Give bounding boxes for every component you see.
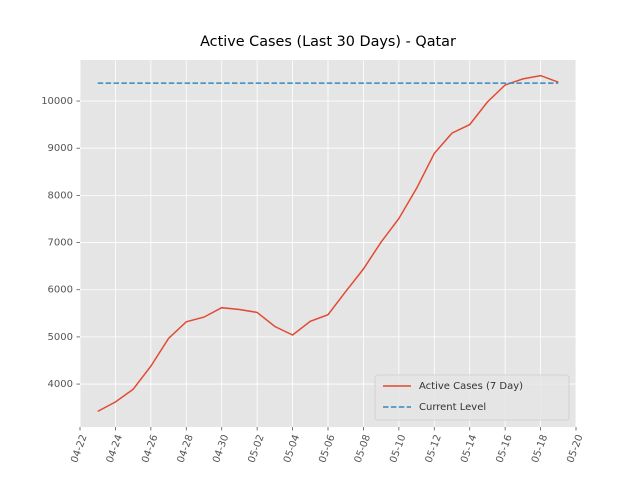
y-tick-label: 5000	[48, 332, 73, 343]
y-tick-label: 6000	[48, 285, 73, 296]
legend-box	[374, 374, 570, 421]
y-tick-label: 10000	[41, 96, 73, 107]
y-tick-label: 8000	[48, 190, 73, 201]
grid	[79, 60, 577, 427]
legend-label: Active Cases (7 Day)	[419, 381, 523, 392]
chart-title: Active Cases (Last 30 Days) - Qatar	[200, 34, 456, 50]
y-tick-label: 7000	[48, 238, 73, 249]
y-tick-label: 9000	[48, 143, 73, 154]
y-tick-label: 4000	[48, 379, 73, 390]
series-line	[97, 74, 559, 413]
marks: Active Cases (7 Day) Current Level	[97, 74, 570, 421]
legend-label: Current Level	[419, 402, 486, 413]
